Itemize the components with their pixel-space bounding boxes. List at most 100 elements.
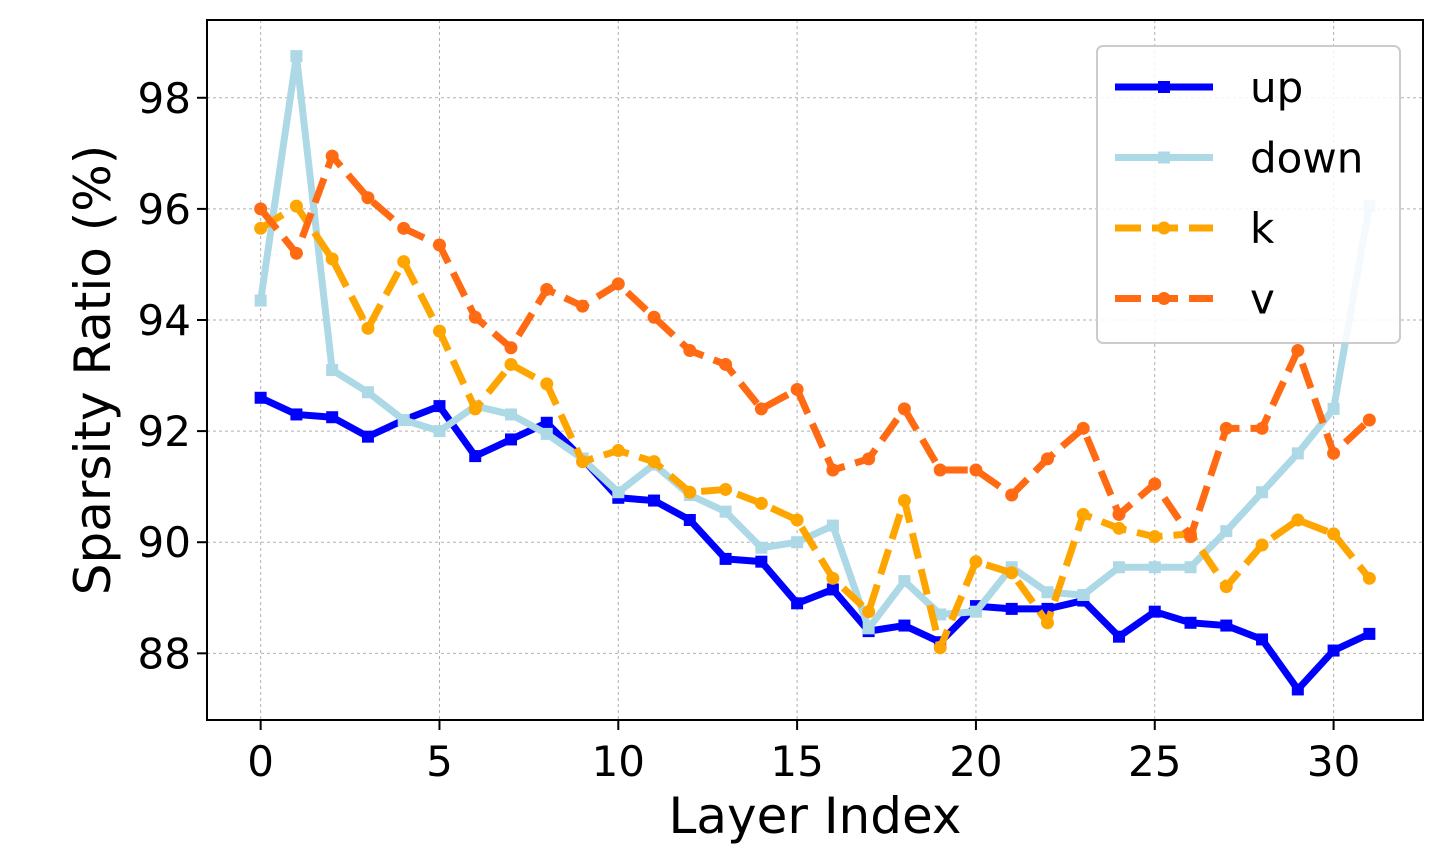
- data-point-k: [1219, 580, 1233, 594]
- legend-marker-v: [1157, 292, 1171, 305]
- data-point-v: [1184, 530, 1198, 544]
- legend: up down kv: [1096, 45, 1401, 344]
- data-point-v: [790, 382, 804, 396]
- data-point-v: [289, 246, 303, 260]
- data-point-v: [1362, 413, 1376, 427]
- legend-label-v: v: [1250, 275, 1275, 324]
- data-point-v: [1327, 446, 1341, 460]
- data-point-v: [1005, 488, 1019, 502]
- data-point-k: [1005, 566, 1019, 580]
- data-point-up: [898, 619, 911, 632]
- plot-series: [254, 50, 1376, 696]
- data-point-k: [826, 571, 840, 585]
- data-point-up: [683, 514, 696, 526]
- legend-label-k: k: [1250, 204, 1275, 253]
- legend-entry-v: v: [1115, 275, 1275, 324]
- data-point-k: [254, 221, 268, 235]
- data-point-k: [540, 377, 554, 391]
- data-point-up: [1005, 602, 1018, 615]
- data-point-down: [969, 605, 982, 618]
- data-point-k: [361, 321, 375, 335]
- data-point-v: [647, 310, 661, 324]
- data-point-k: [576, 455, 590, 469]
- data-point-k: [1148, 530, 1162, 544]
- data-point-k: [754, 496, 768, 510]
- data-point-v: [432, 238, 446, 252]
- data-point-up: [540, 416, 553, 429]
- series-line-v: [257, 152, 1372, 541]
- x-tick-label: 0: [247, 737, 274, 786]
- y-tick-label: 92: [138, 407, 191, 456]
- x-tick-label: 25: [1128, 737, 1181, 786]
- data-point-v: [504, 341, 518, 355]
- data-point-down: [1184, 561, 1197, 574]
- data-point-k: [289, 199, 303, 213]
- data-point-up: [433, 400, 446, 413]
- data-point-up: [326, 411, 339, 424]
- data-point-v: [1076, 421, 1090, 435]
- data-point-v: [1219, 421, 1233, 435]
- legend-box: [1096, 45, 1401, 344]
- data-point-up: [1291, 683, 1304, 696]
- data-point-k: [1040, 616, 1054, 630]
- data-point-k: [683, 485, 697, 499]
- y-axis-title: Sparsity Ratio (%): [64, 145, 122, 596]
- x-axis-title: Layer Index: [669, 787, 962, 845]
- data-point-up: [719, 552, 732, 565]
- data-point-up: [1113, 630, 1125, 643]
- data-point-down: [791, 536, 804, 549]
- data-point-up: [648, 494, 661, 507]
- data-point-k: [1327, 527, 1341, 541]
- data-point-down: [397, 414, 410, 426]
- data-point-k: [1362, 571, 1376, 585]
- data-point-k: [1076, 507, 1090, 521]
- data-point-down: [862, 622, 875, 635]
- data-point-down: [826, 519, 839, 532]
- series-v: [254, 149, 1376, 544]
- data-point-down: [326, 364, 339, 376]
- data-point-up: [361, 430, 374, 443]
- data-point-v: [719, 357, 733, 371]
- data-point-k: [504, 357, 518, 371]
- x-tick-label: 30: [1307, 737, 1360, 786]
- data-point-k: [611, 444, 625, 458]
- data-point-down: [719, 505, 732, 518]
- data-point-up: [1256, 633, 1269, 646]
- data-point-down: [612, 486, 625, 499]
- data-point-down: [1327, 402, 1340, 415]
- data-point-k: [432, 324, 446, 338]
- data-point-up: [1148, 605, 1161, 618]
- y-tick-label: 94: [138, 296, 191, 345]
- x-tick-label: 20: [949, 737, 1002, 786]
- data-point-v: [969, 463, 983, 477]
- axis-ticks: 0 5 10 15 20 25 30 88 90 92 94 96 98: [138, 74, 1361, 786]
- legend-marker-up: [1158, 81, 1170, 93]
- data-point-down: [1113, 561, 1125, 574]
- x-tick-label: 10: [592, 737, 645, 786]
- data-point-k: [1291, 513, 1305, 527]
- data-point-k: [719, 482, 733, 496]
- data-point-k: [325, 252, 339, 266]
- legend-marker-k: [1157, 221, 1171, 235]
- data-point-k: [397, 255, 411, 269]
- y-tick-label: 88: [138, 629, 191, 678]
- data-point-up: [290, 408, 303, 421]
- data-point-up: [755, 555, 768, 568]
- legend-entry-up: up: [1115, 63, 1303, 112]
- y-tick-label: 90: [138, 518, 191, 567]
- data-point-up: [1327, 644, 1340, 657]
- data-point-down: [290, 50, 303, 63]
- data-point-up: [469, 450, 482, 463]
- data-point-k: [862, 605, 876, 619]
- data-point-up: [1363, 627, 1376, 640]
- data-point-v: [1148, 477, 1162, 491]
- data-point-down: [1148, 561, 1161, 574]
- legend-entry-down: down: [1115, 134, 1363, 183]
- data-point-k: [468, 402, 482, 416]
- data-point-down: [254, 294, 267, 307]
- data-point-v: [611, 277, 625, 291]
- data-point-k: [969, 555, 983, 569]
- legend-label-up: up: [1250, 63, 1303, 112]
- data-point-k: [1112, 521, 1126, 535]
